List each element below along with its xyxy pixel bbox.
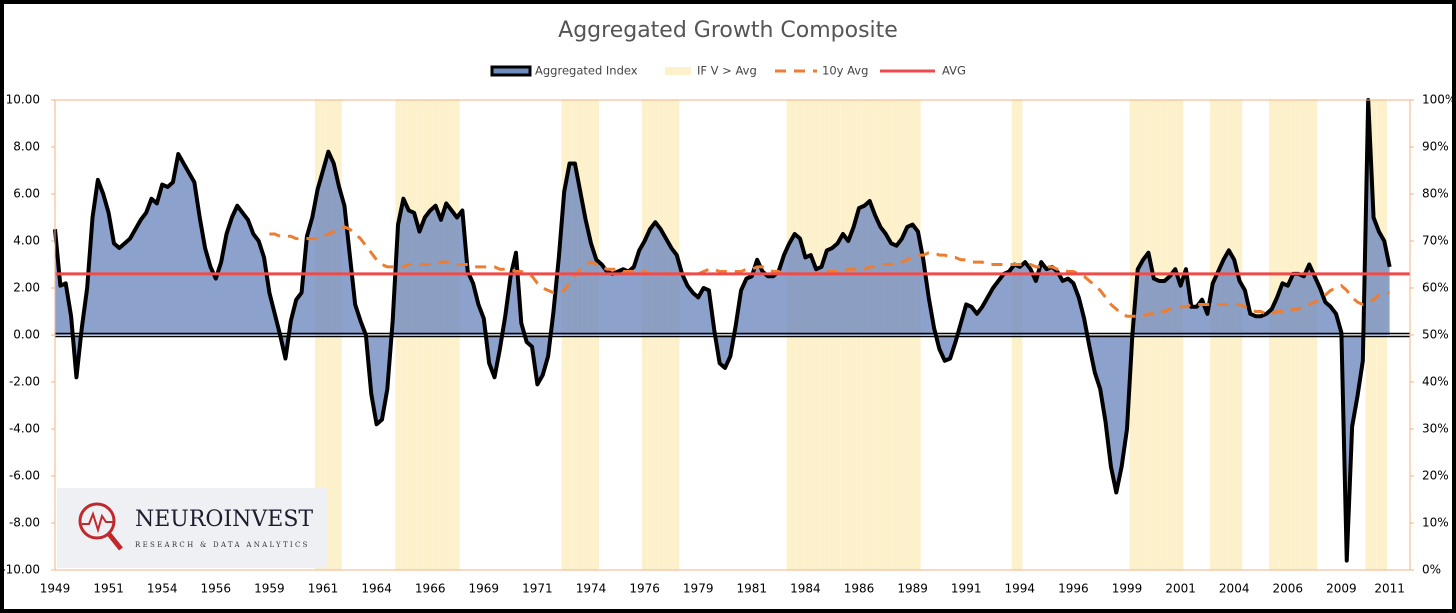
y-tick-label: -4.00 (9, 422, 40, 436)
x-tick-label: 1969 (469, 582, 500, 596)
y-tick-label: 4.00 (13, 234, 40, 248)
legend-label: Aggregated Index (535, 64, 638, 78)
x-tick-label: 1964 (361, 582, 392, 596)
x-tick-label: 1991 (951, 582, 982, 596)
x-tick-label: 1974 (576, 582, 607, 596)
x-tick-label: 1999 (1112, 582, 1143, 596)
logo-icon (82, 511, 114, 534)
logo-tagline: RESEARCH & DATA ANALYTICS (135, 541, 310, 549)
y-tick-label: -2.00 (9, 375, 40, 389)
y-tick-label: -10.00 (1, 563, 40, 577)
y2-tick-label: 30% (1422, 422, 1449, 436)
plot-border (54, 99, 1411, 571)
x-tick-label: 1961 (308, 582, 339, 596)
y-tick-label: -6.00 (9, 469, 40, 483)
x-tick-label: 1996 (1058, 582, 1089, 596)
legend-swatch (490, 65, 532, 77)
y-tick-label: 0.00 (13, 328, 40, 342)
x-tick-label: 1989 (897, 582, 928, 596)
y-tick-label: 8.00 (13, 140, 40, 154)
x-tick-label: 1981 (737, 582, 768, 596)
x-tick-label: 1971 (522, 582, 553, 596)
x-tick-label: 1956 (201, 582, 232, 596)
y2-tick-label: 100% (1422, 93, 1456, 107)
legend-label: 10y Avg (822, 64, 868, 78)
x-tick-label: 2011 (1374, 582, 1405, 596)
y2-tick-label: 10% (1422, 516, 1449, 530)
y2-tick-label: 90% (1422, 140, 1449, 154)
chart-title: Aggregated Growth Composite (558, 18, 898, 43)
y2-tick-label: 40% (1422, 375, 1449, 389)
x-tick-label: 2009 (1326, 582, 1357, 596)
x-tick-label: 1986 (844, 582, 875, 596)
legend-label: IF V > Avg (697, 64, 757, 78)
index-line (53, 98, 1392, 563)
y2-tick-label: 20% (1422, 469, 1449, 483)
x-tick-label: 1949 (40, 582, 71, 596)
x-tick-label: 1966 (415, 582, 446, 596)
x-tick-label: 1976 (629, 582, 660, 596)
y-tick-label: -8.00 (9, 516, 40, 530)
y2-tick-label: 0% (1422, 563, 1441, 577)
y2-tick-label: 80% (1422, 187, 1449, 201)
legend-swatch (665, 67, 691, 75)
y2-tick-label: 50% (1422, 328, 1449, 342)
x-tick-label: 1959 (254, 582, 285, 596)
index-area (55, 100, 1390, 561)
logo-name: NEUROINVEST (135, 507, 313, 532)
y-tick-label: 2.00 (13, 281, 40, 295)
x-tick-label: 2004 (1219, 582, 1250, 596)
y2-tick-label: 60% (1422, 281, 1449, 295)
x-tick-label: 1954 (147, 582, 178, 596)
y2-tick-label: 70% (1422, 234, 1449, 248)
legend-label: AVG (942, 64, 966, 78)
x-tick-label: 2006 (1273, 582, 1304, 596)
plot-marks (53, 98, 1410, 563)
x-tick-label: 1951 (93, 582, 124, 596)
x-tick-label: 2001 (1165, 582, 1196, 596)
x-tick-label: 1994 (1005, 582, 1036, 596)
y-tick-label: 10.00 (6, 93, 40, 107)
logo: NEUROINVEST RESEARCH & DATA ANALYTICS (57, 488, 328, 568)
logo-icon (107, 532, 123, 551)
x-tick-label: 1984 (790, 582, 821, 596)
y-tick-label: 6.00 (13, 187, 40, 201)
avg-line (269, 225, 1390, 318)
logo-box (57, 488, 328, 568)
x-tick-label: 1979 (683, 582, 714, 596)
